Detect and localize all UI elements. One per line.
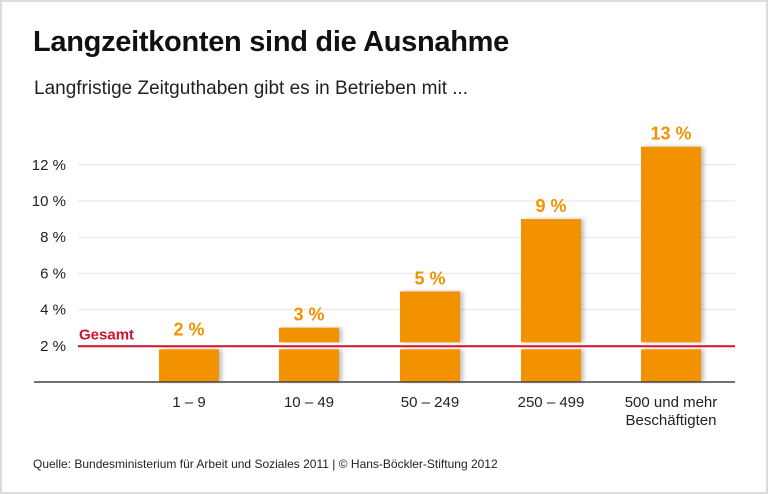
chart-subtitle: Langfristige Zeitguthaben gibt es in Bet…: [34, 78, 469, 99]
data-label: 3 %: [293, 305, 324, 325]
x-tick-label: 250 – 499: [518, 394, 585, 411]
x-tick-label: 50 – 249: [401, 394, 459, 411]
y-tick-label: 4 %: [40, 302, 66, 319]
data-label: 9 %: [535, 196, 566, 216]
x-tick-label: 1 – 9: [172, 394, 205, 411]
x-tick-label: Beschäftigten: [626, 412, 717, 429]
reference-line-label: Gesamt: [79, 326, 134, 343]
bar: [521, 219, 581, 343]
bar: [641, 146, 701, 343]
bar: [400, 349, 460, 382]
x-tick-label: 500 und mehr: [625, 394, 718, 411]
y-tick-label: 8 %: [40, 229, 66, 246]
y-tick-label: 2 %: [40, 338, 66, 355]
x-tick-label: 10 – 49: [284, 394, 334, 411]
bar: [279, 349, 339, 382]
chart-title: Langzeitkonten sind die Ausnahme: [33, 26, 509, 58]
bar: [159, 349, 219, 382]
y-tick-label: 10 %: [32, 193, 66, 210]
y-tick-label: 6 %: [40, 265, 66, 282]
bar: [279, 327, 339, 343]
bar: [641, 349, 701, 382]
data-label: 2 %: [173, 319, 204, 339]
bar: [521, 349, 581, 382]
data-label: 13 %: [650, 124, 691, 144]
y-tick-label: 12 %: [32, 157, 66, 174]
bar: [400, 291, 460, 343]
source-note: Quelle: Bundesministerium für Arbeit und…: [33, 457, 498, 471]
data-label: 5 %: [414, 269, 445, 289]
